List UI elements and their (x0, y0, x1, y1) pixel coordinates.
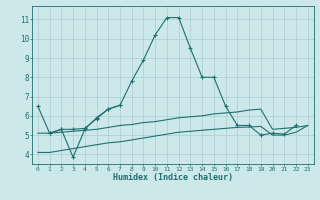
X-axis label: Humidex (Indice chaleur): Humidex (Indice chaleur) (113, 173, 233, 182)
